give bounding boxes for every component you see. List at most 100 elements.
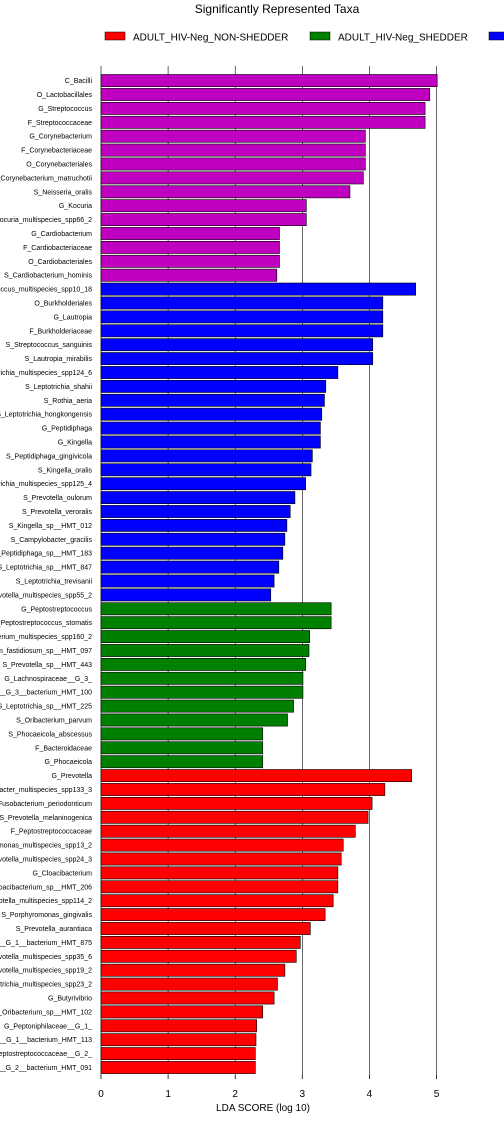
- bar-16: [100, 296, 384, 310]
- bar-21: [100, 366, 339, 379]
- y-tick-label-18: F_Burkholderiaceae: [29, 328, 92, 335]
- y-tick-label-23: S_Rothia_aeria: [44, 398, 92, 405]
- legend-swatch-2: [488, 31, 504, 41]
- bar-2: [100, 102, 426, 115]
- bar-5: [100, 143, 366, 157]
- y-tick-label-62: S_Peptostreptococcaceae__G_1__bacterium_…: [0, 940, 92, 947]
- y-tick-label-52: S_Fusobacterium_periodonticum: [0, 801, 92, 808]
- y-tick-label-35: S_Leptotrichia_sp__HMT_847: [0, 565, 92, 572]
- y-tick-label-4: G_Corynebacterium: [29, 134, 92, 141]
- bar-54: [100, 824, 356, 838]
- bar-25: [100, 421, 321, 435]
- y-tick-label-17: G_Lautropia: [53, 314, 92, 321]
- bar-71: [100, 1061, 256, 1074]
- y-tick-label-19: S_Streptococcus_sanguinis: [6, 342, 93, 349]
- bar-49: [100, 755, 264, 769]
- y-tick-label-50: G_Prevotella: [52, 773, 93, 780]
- bar-51: [100, 783, 386, 796]
- bar-8: [100, 185, 351, 199]
- y-tick-label-41: S_Fretibacterium_fastidiosum_sp__HMT_097: [0, 648, 92, 655]
- y-tick-label-37: S_Prevotella_multispecies_spp55_2: [0, 592, 92, 599]
- y-tick-label-6: O_Corynebacteriales: [26, 162, 92, 169]
- chart-title: Significantly Represented Taxa: [195, 2, 360, 16]
- bar-39: [100, 616, 332, 630]
- y-tick-label-61: S_Prevotella_aurantiaca: [16, 926, 92, 933]
- bar-59: [100, 894, 334, 908]
- x-tick-label-0: 0: [98, 1089, 104, 1100]
- y-tick-label-8: S_Neisseria_oralis: [34, 189, 93, 196]
- y-tick-label-56: S_Prevotella_multispecies_spp24_3: [0, 857, 92, 864]
- y-tick-label-29: S_Leptotrichia_multispecies_spp125_4: [0, 481, 92, 488]
- x-tick-label-1: 1: [165, 1089, 171, 1100]
- y-tick-label-22: S_Leptotrichia_shahii: [25, 384, 92, 391]
- y-tick-label-64: S_Prevotella_multispecies_spp19_2: [0, 968, 92, 975]
- x-tick-label-3: 3: [300, 1089, 306, 1100]
- y-tick-label-9: G_Kocuria: [59, 203, 92, 210]
- bar-27: [100, 449, 313, 463]
- bar-15: [100, 282, 416, 296]
- y-tick-label-1: O_Lactobacillales: [37, 92, 93, 99]
- bar-65: [100, 977, 278, 991]
- bar-28: [100, 463, 312, 477]
- bar-48: [100, 741, 264, 755]
- bar-29: [100, 477, 306, 491]
- bar-7: [100, 171, 364, 185]
- bar-64: [100, 963, 286, 977]
- y-tick-label-70: G_Peptostreptococcaceae__G_2_: [0, 1051, 92, 1058]
- y-tick-label-69: S_Peptoniphilaceae__G_1__bacterium_HMT_1…: [0, 1037, 92, 1044]
- y-tick-label-71: S_Peptostreptococcaceae__G_2__bacterium_…: [0, 1065, 92, 1072]
- bar-24: [100, 407, 323, 421]
- y-tick-label-38: G_Peptostreptococcus: [21, 606, 92, 613]
- y-tick-label-47: S_Phocaeicola_abscessus: [8, 731, 92, 738]
- bar-36: [100, 574, 275, 588]
- y-tick-label-65: S_Leptotrichia_multispecies_spp23_2: [0, 982, 92, 989]
- y-tick-label-42: S_Prevotella_sp__HMT_443: [3, 662, 93, 669]
- bar-11: [100, 227, 280, 240]
- bar-50: [100, 769, 412, 782]
- y-tick-label-36: S_Leptotrichia_trevisanii: [16, 579, 93, 586]
- bar-19: [100, 338, 374, 352]
- y-tick-label-15: S_Streptococcus_multispecies_spp10_18: [0, 287, 92, 294]
- y-tick-label-21: S_Leptotrichia_multispecies_spp124_6: [0, 370, 92, 377]
- bar-44: [100, 685, 304, 699]
- y-tick-label-53: S_Prevotella_melaninogenica: [0, 815, 92, 822]
- bar-22: [100, 379, 327, 393]
- bar-1: [100, 88, 431, 101]
- x-tick-label-5: 5: [434, 1089, 440, 1100]
- bar-38: [100, 602, 332, 616]
- bar-56: [100, 852, 342, 866]
- bar-45: [100, 699, 294, 713]
- bar-14: [100, 268, 278, 282]
- bar-57: [100, 866, 339, 880]
- y-tick-label-20: S_Lautropia_mirabilis: [25, 356, 93, 363]
- y-tick-label-51: S_Cloacibacter_multispecies_spp133_3: [0, 787, 92, 794]
- y-tick-label-25: G_Peptidiphaga: [42, 426, 92, 433]
- y-tick-label-16: O_Burkholderiales: [34, 301, 92, 308]
- y-tick-label-39: S_Peptostreptococcus_stomatis: [0, 620, 92, 627]
- y-tick-label-59: S_Prevotella_multispecies_spp114_2: [0, 898, 92, 905]
- bar-55: [100, 838, 344, 852]
- legend-label-0: ADULT_HIV-Neg_NON-SHEDDER: [133, 33, 288, 44]
- bar-18: [100, 324, 384, 338]
- bar-10: [100, 213, 307, 226]
- bar-47: [100, 727, 264, 741]
- bar-23: [100, 393, 325, 407]
- y-tick-label-0: C_Bacilli: [65, 78, 93, 85]
- bar-40: [100, 630, 310, 643]
- bar-17: [100, 310, 384, 324]
- y-tick-label-26: G_Kingella: [58, 440, 92, 447]
- y-tick-label-68: G_Peptoniphilaceae__G_1_: [4, 1023, 92, 1030]
- y-tick-label-13: O_Cardiobacteriales: [28, 259, 92, 266]
- x-tick-label-2: 2: [232, 1089, 238, 1100]
- y-tick-label-45: S_Leptotrichia_sp__HMT_225: [0, 704, 92, 711]
- y-tick-label-46: S_Oribacterium_parvum: [16, 718, 92, 725]
- y-tick-label-12: F_Cardiobacteriaceae: [23, 245, 92, 252]
- bar-6: [100, 157, 366, 171]
- y-tick-label-60: S_Porphyromonas_gingivalis: [1, 912, 92, 919]
- bar-33: [100, 532, 286, 546]
- bar-12: [100, 241, 280, 254]
- y-tick-label-63: S_Prevotella_multispecies_spp35_6: [0, 954, 92, 961]
- y-tick-label-33: S_Campylobacter_gracilis: [11, 537, 93, 544]
- y-tick-label-32: S_Kingella_sp__HMT_012: [9, 523, 92, 530]
